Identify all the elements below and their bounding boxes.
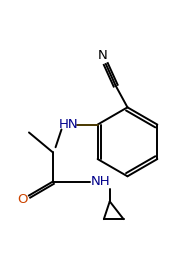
Text: HN: HN	[59, 118, 78, 131]
Text: O: O	[17, 193, 27, 206]
Text: N: N	[98, 49, 108, 62]
Text: NH: NH	[91, 175, 111, 188]
